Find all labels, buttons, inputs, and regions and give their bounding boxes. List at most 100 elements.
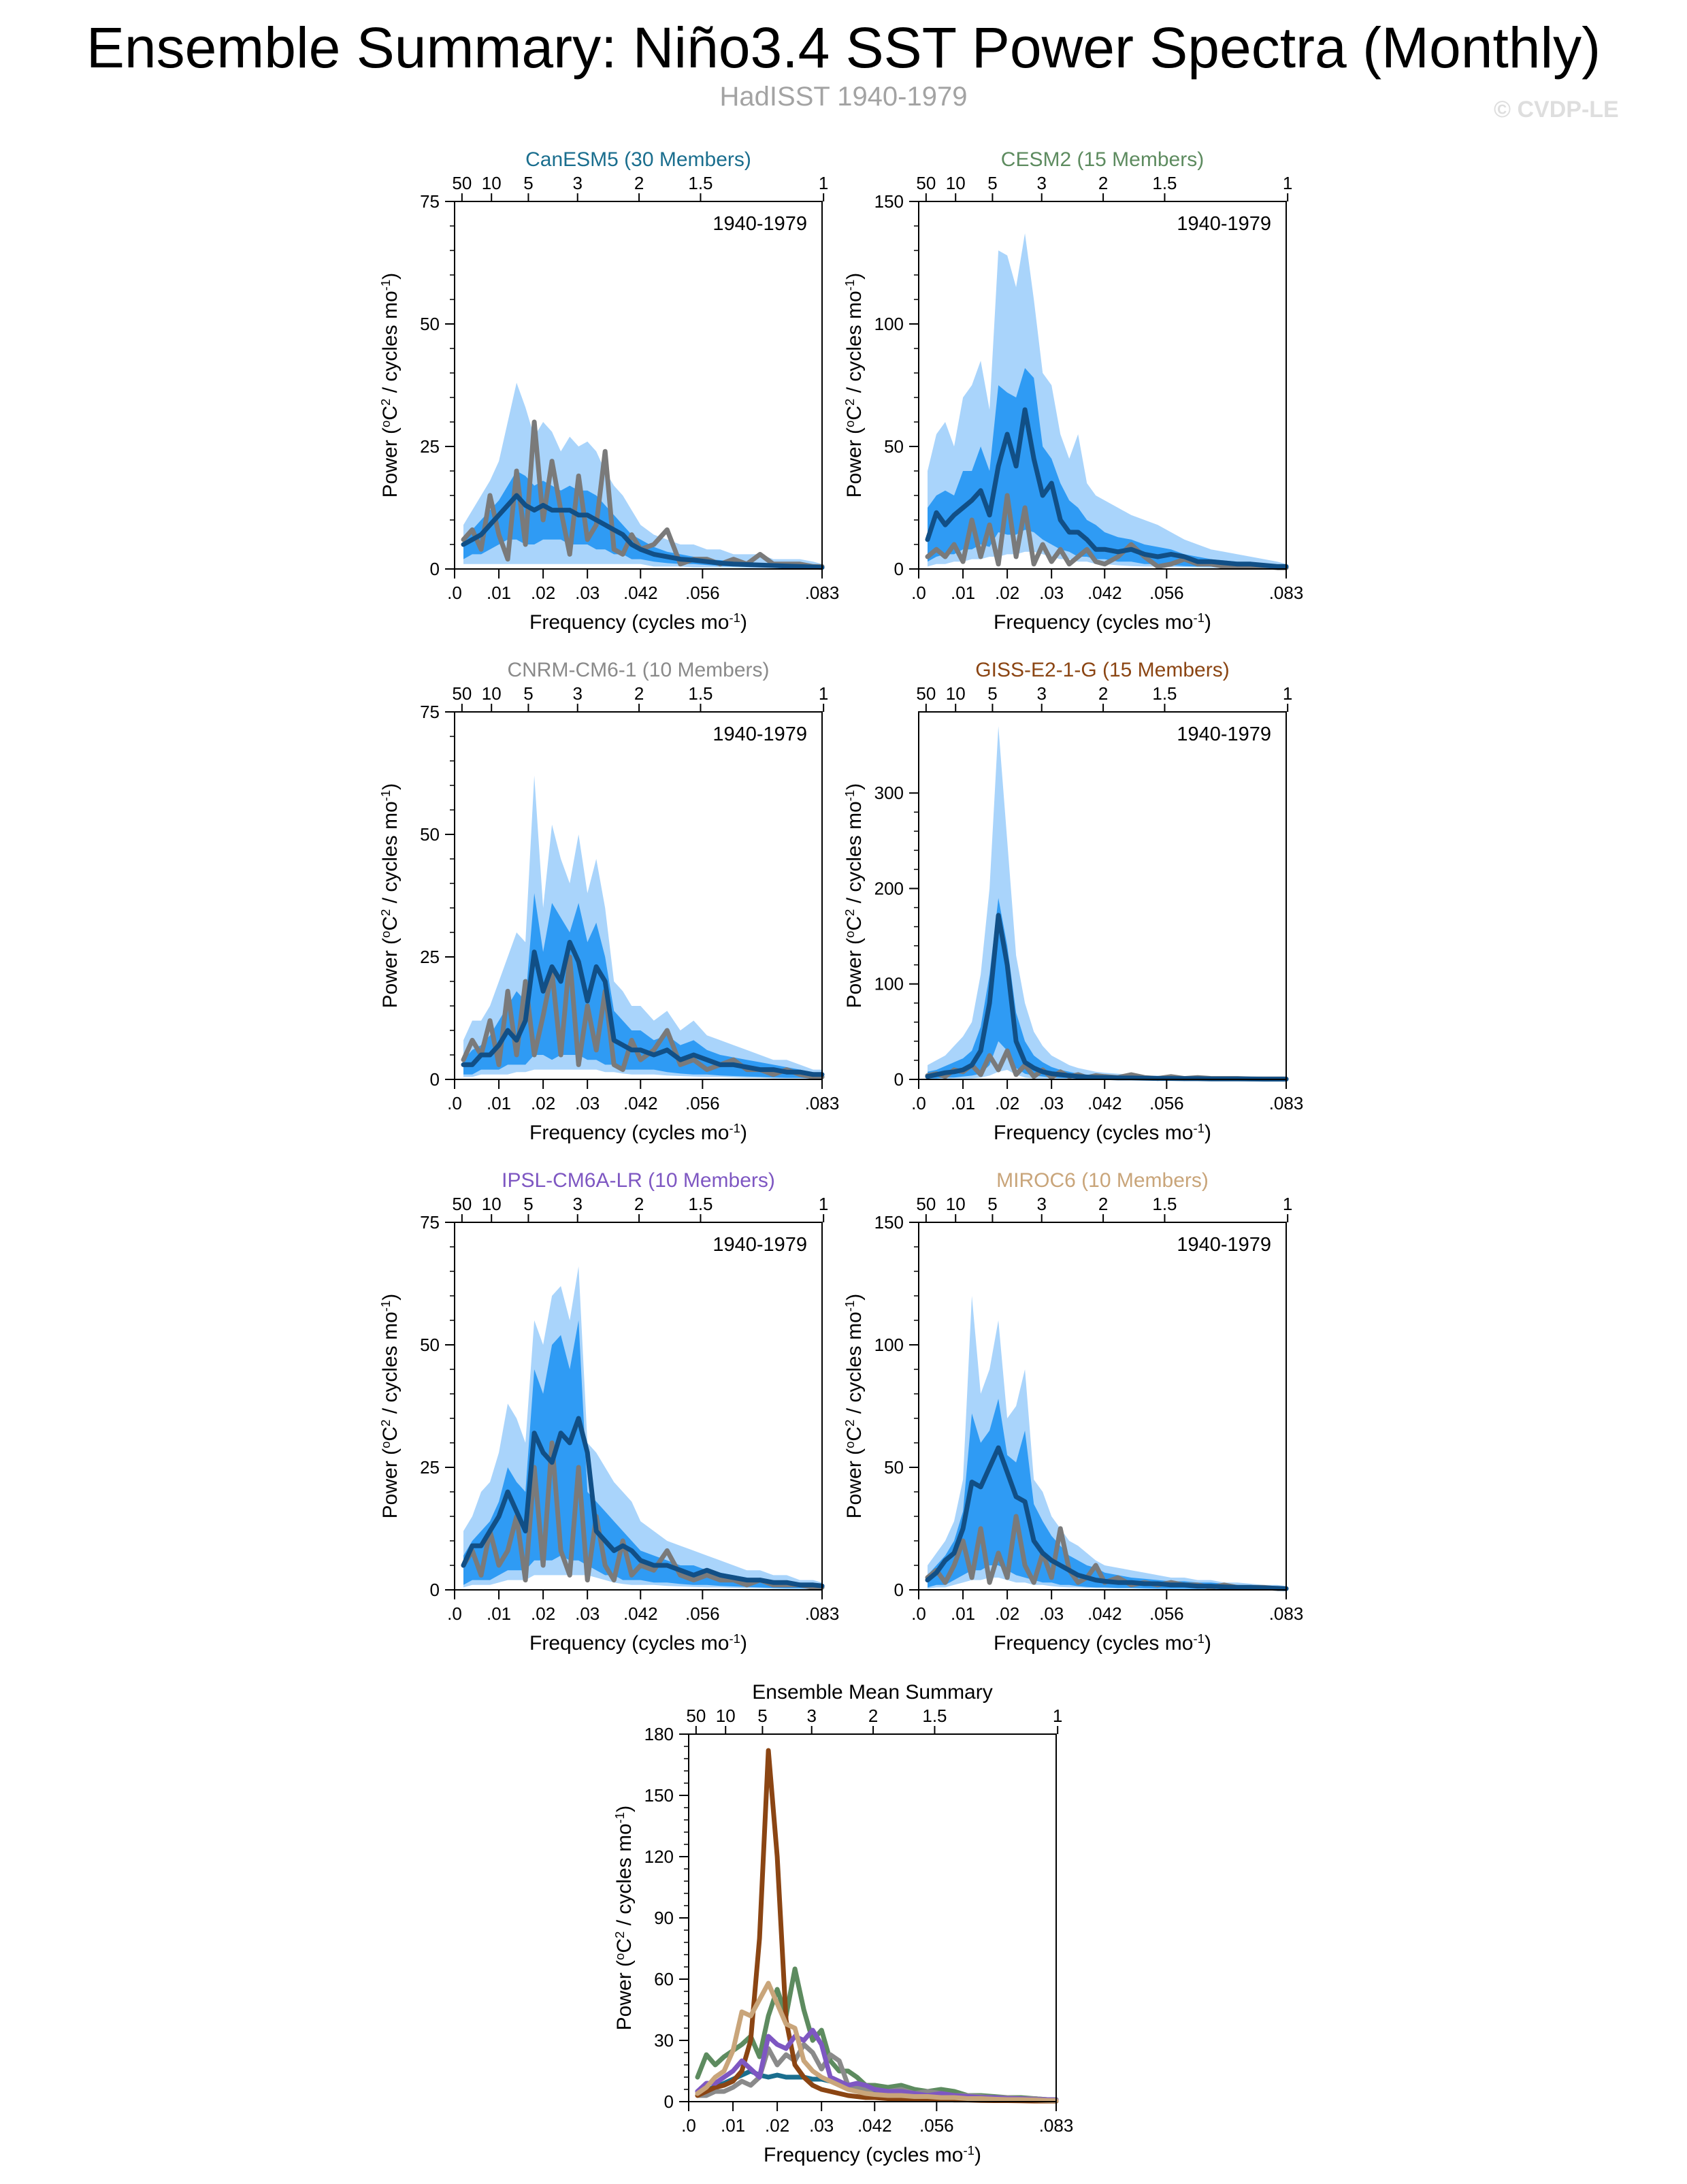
ensemble-mean-line: [925, 407, 1289, 569]
chart-panel-4: 0 100 200 300 .0 .01 .02 .03 .042 .056 .083 50 10 5 3 2…: [842, 659, 1304, 1144]
period-tick-label: 2: [634, 683, 644, 704]
period-tick-label: 1.5: [1152, 1194, 1177, 1214]
y-tick-label: 0: [430, 1580, 440, 1600]
x-tick-label: .02: [531, 1603, 555, 1624]
x-tick-label: .01: [951, 1093, 975, 1113]
main-title: Ensemble Summary: Niño3.4 SST Power Spec…: [86, 16, 1601, 80]
x-tick-label: .056: [1149, 583, 1184, 603]
period-tick-label: 10: [946, 1194, 966, 1214]
spread-band-inner: [463, 1320, 822, 1589]
x-tick-label: .083: [1269, 1093, 1304, 1113]
period-tick-label: 5: [987, 1194, 997, 1214]
x-tick-label: .0: [911, 583, 926, 603]
period-tick-label: 50: [916, 683, 936, 704]
x-tick-label: .03: [575, 1603, 600, 1624]
x-tick-label: .03: [1039, 583, 1064, 603]
y-tick-label: 150: [644, 1785, 674, 1806]
y-axis-label: Power (oC2 / cycles mo-1): [378, 783, 402, 1009]
period-label: 1940-1979: [713, 723, 807, 745]
model-mean-line-6: [695, 1981, 1059, 2103]
period-tick-label: 1: [1053, 1706, 1062, 1726]
period-tick-label: 3: [572, 683, 582, 704]
period-tick-label: 5: [523, 1194, 533, 1214]
period-tick-label: 5: [757, 1706, 767, 1726]
chart-panel-6: 0 50 100 150 .0 .01 .02 .03 .042 .056 .083 50 10 5 3 2 1…: [842, 1169, 1304, 1655]
period-tick-label: 3: [1036, 1194, 1046, 1214]
y-tick-label: 50: [884, 1457, 904, 1478]
y-axis-label: Power (oC2 / cycles mo-1): [378, 1294, 402, 1519]
spread-band-inner: [463, 471, 822, 568]
period-tick-label: 1: [819, 173, 828, 193]
period-tick-label: 50: [916, 173, 936, 193]
x-tick-label: .0: [681, 2115, 696, 2136]
period-tick-label: 3: [572, 173, 582, 193]
x-axis-label: Frequency (cycles mo-1): [994, 610, 1211, 634]
period-tick-label: 50: [452, 683, 472, 704]
x-axis-label: Frequency (cycles mo-1): [764, 2143, 981, 2167]
x-axis-label: Frequency (cycles mo-1): [994, 1631, 1211, 1655]
ensemble-mean-line: [925, 1445, 1289, 1591]
y-tick-label: 100: [874, 1335, 904, 1355]
period-tick-label: 1: [819, 683, 828, 704]
x-tick-label: .042: [623, 1603, 658, 1624]
period-tick-label: 1.5: [688, 1194, 713, 1214]
period-tick-label: 10: [482, 1194, 502, 1214]
x-tick-label: .042: [623, 1093, 658, 1113]
x-tick-label: .056: [1149, 1093, 1184, 1113]
panel-title: CESM2 (15 Members): [1001, 148, 1204, 171]
y-tick-label: 25: [420, 947, 440, 967]
period-tick-label: 50: [686, 1706, 706, 1726]
x-tick-label: .01: [951, 1603, 975, 1624]
period-tick-label: 1: [1283, 1194, 1292, 1214]
period-tick-label: 10: [946, 683, 966, 704]
chart-panel-7: 0306090120150180.0.01.02.03.042.056.0835…: [612, 1681, 1074, 2166]
x-tick-label: .0: [447, 1093, 462, 1113]
y-tick-label: 100: [874, 974, 904, 994]
observations-line: [925, 493, 1289, 570]
x-axis-label: Frequency (cycles mo-1): [529, 1121, 747, 1145]
period-tick-label: 10: [716, 1706, 736, 1726]
x-tick-label: .01: [487, 1093, 511, 1113]
panel-title: MIROC6 (10 Members): [996, 1169, 1209, 1192]
y-tick-label: 0: [894, 559, 904, 579]
period-tick-label: 1.5: [688, 683, 713, 704]
x-tick-label: .0: [447, 1603, 462, 1624]
y-tick-label: 300: [874, 783, 904, 803]
x-tick-label: .0: [911, 1093, 926, 1113]
panel-title: Ensemble Mean Summary: [752, 1681, 992, 1704]
period-label: 1940-1979: [1177, 723, 1271, 745]
period-tick-label: 1.5: [688, 173, 713, 193]
panel-title: IPSL-CM6A-LR (10 Members): [502, 1169, 775, 1192]
x-axis-label: Frequency (cycles mo-1): [529, 1631, 747, 1655]
spread-band-inner: [463, 893, 822, 1079]
x-tick-label: .03: [809, 2115, 834, 2136]
chart-panel-3: 0 25 50 75 .0 .01 .02 .03 .042 .056 .083 50 10 5 3 2 1.5…: [378, 659, 840, 1144]
x-tick-label: .056: [1149, 1603, 1184, 1624]
panel-title: CanESM5 (30 Members): [525, 148, 751, 171]
x-tick-label: .056: [685, 1093, 720, 1113]
plot-frame: [454, 1222, 823, 1591]
chart-panel-1: 0 25 50 75 .0 .01 .02 .03 .042 .056 .083 50 10 5 3 2 1.5…: [378, 148, 840, 634]
period-tick-label: 10: [482, 173, 502, 193]
plot-frame: [918, 1222, 1287, 1591]
x-tick-label: .056: [919, 2115, 954, 2136]
period-tick-label: 3: [1036, 683, 1046, 704]
x-tick-label: .02: [531, 1093, 555, 1113]
x-tick-label: .01: [951, 583, 975, 603]
y-tick-label: 50: [420, 824, 440, 845]
x-tick-label: .02: [995, 583, 1019, 603]
period-label: 1940-1979: [713, 213, 807, 235]
period-label: 1940-1979: [1177, 213, 1271, 235]
plot-area: [689, 1734, 1056, 2102]
y-tick-label: 50: [420, 314, 440, 334]
y-tick-label: 180: [644, 1724, 674, 1744]
period-tick-label: 5: [987, 173, 997, 193]
y-tick-label: 0: [894, 1069, 904, 1090]
period-tick-label: 3: [572, 1194, 582, 1214]
y-tick-label: 90: [654, 1908, 674, 1928]
ensemble-mean-line: [461, 493, 825, 570]
x-tick-label: .083: [1039, 2115, 1074, 2136]
plot-frame: [454, 201, 823, 570]
x-axis-label: Frequency (cycles mo-1): [529, 610, 747, 634]
x-tick-label: .02: [995, 1603, 1019, 1624]
